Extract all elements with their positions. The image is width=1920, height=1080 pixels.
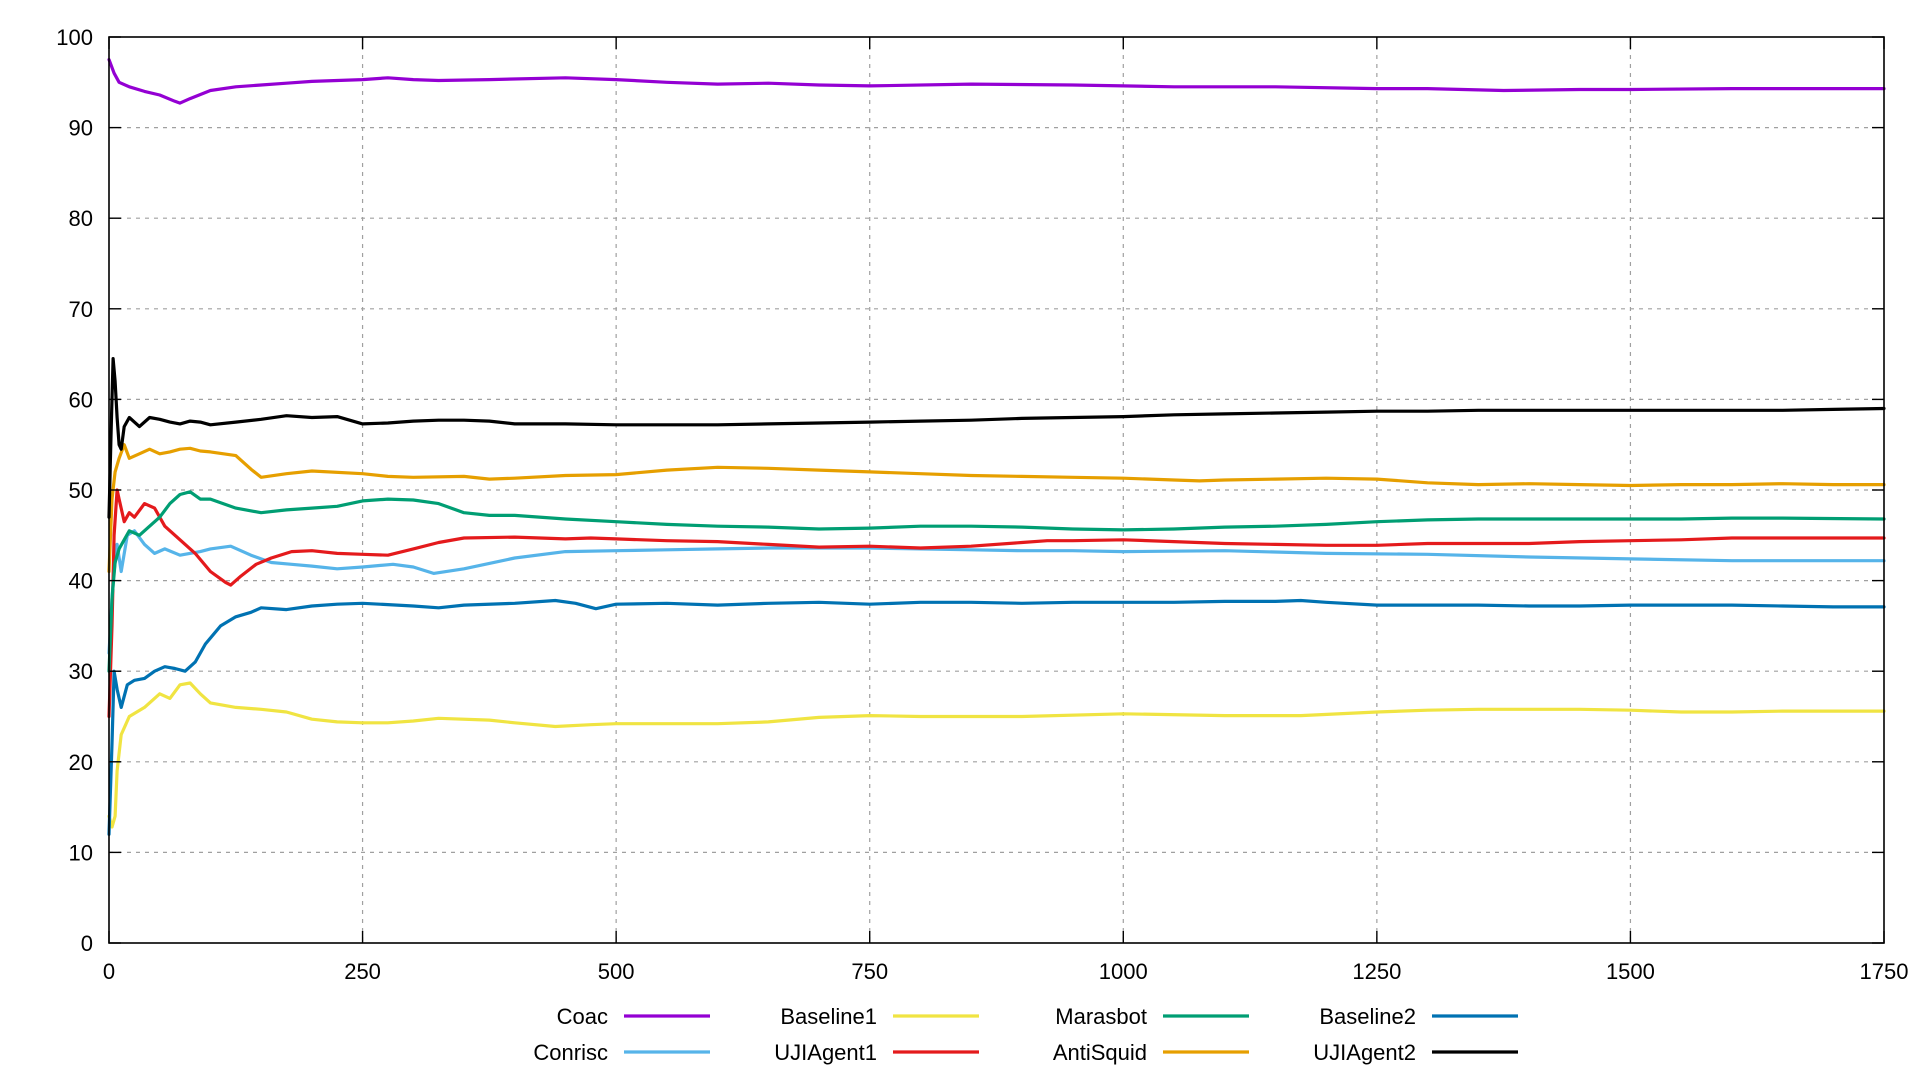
series-line-marasbot [107,490,1886,673]
x-tick-label: 1750 [1860,959,1909,984]
series-line-baseline1 [107,681,1886,829]
series-line-ujiagent2 [107,357,1886,519]
y-tick-label: 40 [69,569,93,594]
x-axis-tick-labels: 0 250 500 750 1000 1250 1500 1750 [103,959,1909,984]
series-line-coac [107,58,1886,105]
legend-label-baseline2: Baseline2 [1319,1004,1416,1029]
legend: Coac Conrisc Baseline1 UJIAgent1 Marasbot Ant… [533,1004,1518,1065]
x-tick-label: 500 [598,959,635,984]
y-tick-label: 10 [69,840,93,865]
y-tick-label: 30 [69,659,93,684]
legend-label-antisquid: AntiSquid [1053,1040,1147,1065]
x-tick-label: 0 [103,959,115,984]
y-tick-label: 80 [69,206,93,231]
y-tick-label: 70 [69,297,93,322]
plot-frame [108,36,1885,944]
series-line-conrisc [107,529,1886,655]
y-tick-label: 90 [69,116,93,141]
legend-label-coac: Coac [557,1004,608,1029]
y-tick-label: 100 [56,25,93,50]
y-tick-label: 60 [69,387,93,412]
legend-label-ujiagent2: UJIAgent2 [1313,1040,1416,1065]
x-tick-label: 250 [344,959,381,984]
y-tick-label: 20 [69,750,93,775]
series-lines [107,58,1886,836]
x-tick-label: 1000 [1099,959,1148,984]
y-axis-tick-labels: 0 10 20 30 40 50 60 70 80 90 100 [56,25,93,956]
y-tick-label: 50 [69,478,93,503]
legend-label-marasbot: Marasbot [1055,1004,1147,1029]
x-tick-label: 1250 [1352,959,1401,984]
legend-label-conrisc: Conrisc [533,1040,608,1065]
legend-label-ujiagent1: UJIAgent1 [774,1040,877,1065]
x-tick-label: 1500 [1606,959,1655,984]
axis-ticks [108,36,1885,944]
y-tick-label: 0 [81,931,93,956]
x-tick-label: 750 [851,959,888,984]
grid [109,37,1884,943]
series-line-baseline2 [107,598,1886,836]
series-line-ujiagent1 [107,488,1886,719]
series-line-antisquid [107,443,1886,574]
legend-label-baseline1: Baseline1 [780,1004,877,1029]
